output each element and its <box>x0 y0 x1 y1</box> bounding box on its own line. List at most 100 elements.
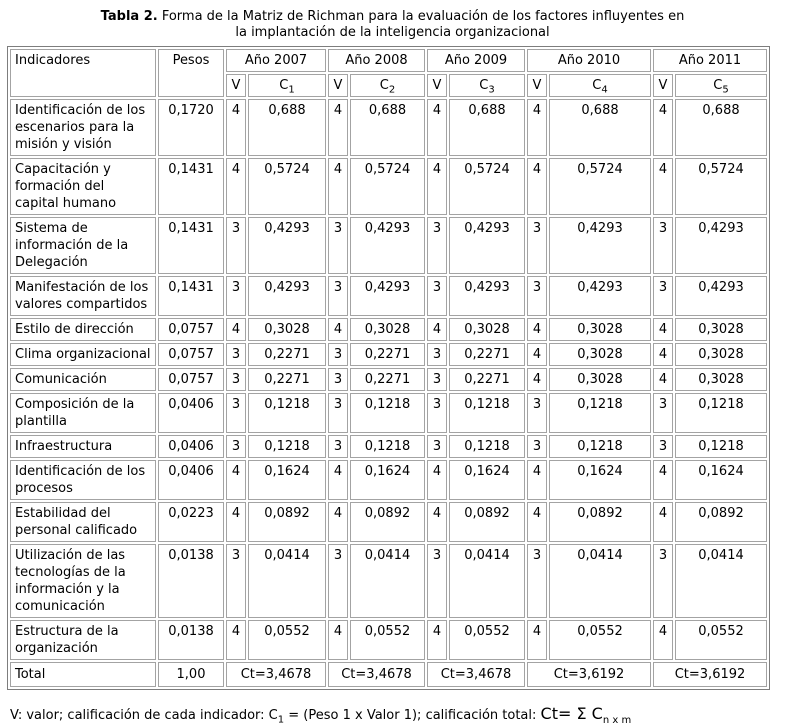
table-row: Estructura de la organización 0,0138 4 0,05… <box>10 620 767 660</box>
v-value-cell: 3 <box>653 435 673 458</box>
v-value-cell: 4 <box>527 318 547 341</box>
v-value-cell: 3 <box>226 435 246 458</box>
c-value-cell: 0,4293 <box>350 217 425 274</box>
table-row: Composición de la plantilla 0,0406 3 0,1218… <box>10 393 767 433</box>
header-year-2011: Año 2011 <box>653 49 767 72</box>
footnote: V: valor; calificación de cada indicador… <box>10 705 785 726</box>
table-row: Sistema de información de la Delegación 0… <box>10 217 767 274</box>
v-value-cell: 4 <box>527 343 547 366</box>
richman-matrix-table: Indicadores Pesos Año 2007 Año 2008 Año … <box>7 46 770 690</box>
v-value-cell: 3 <box>653 544 673 618</box>
formula-subscript: n x m <box>602 715 632 726</box>
c-header-label: C <box>592 78 602 93</box>
peso-cell: 0,0406 <box>158 393 224 433</box>
c-value-cell: 0,4293 <box>549 217 651 274</box>
c-value-cell: 0,3028 <box>675 343 767 366</box>
v-value-cell: 3 <box>653 393 673 433</box>
v-value-cell: 4 <box>653 318 673 341</box>
header-c1: C1 <box>248 74 326 97</box>
total-peso: 1,00 <box>158 662 224 687</box>
v-value-cell: 3 <box>427 368 447 391</box>
peso-cell: 0,0406 <box>158 435 224 458</box>
v-value-cell: 4 <box>226 318 246 341</box>
c-value-cell: 0,1218 <box>675 393 767 433</box>
c-value-cell: 0,688 <box>675 99 767 156</box>
v-value-cell: 4 <box>328 620 348 660</box>
header-year-2010: Año 2010 <box>527 49 651 72</box>
total-2011: Ct=3,6192 <box>653 662 767 687</box>
table-caption-text: Forma de la Matriz de Richman para la ev… <box>157 9 685 40</box>
v-value-cell: 4 <box>653 343 673 366</box>
v-value-cell: 3 <box>427 276 447 316</box>
v-value-cell: 4 <box>653 502 673 542</box>
c-value-cell: 0,2271 <box>248 368 326 391</box>
v-value-cell: 3 <box>527 544 547 618</box>
v-value-cell: 3 <box>527 217 547 274</box>
c-value-cell: 0,4293 <box>248 217 326 274</box>
c-value-cell: 0,1218 <box>248 393 326 433</box>
v-value-cell: 3 <box>226 544 246 618</box>
c-value-cell: 0,3028 <box>350 318 425 341</box>
header-v-2008: V <box>328 74 348 97</box>
c-value-cell: 0,0892 <box>675 502 767 542</box>
v-value-cell: 3 <box>527 393 547 433</box>
v-value-cell: 4 <box>653 99 673 156</box>
c-value-cell: 0,0552 <box>248 620 326 660</box>
c-value-cell: 0,5724 <box>675 158 767 215</box>
c-header-subscript: 5 <box>722 84 729 96</box>
c-value-cell: 0,2271 <box>248 343 326 366</box>
c-value-cell: 0,688 <box>248 99 326 156</box>
header-v-2011: V <box>653 74 673 97</box>
v-value-cell: 3 <box>328 393 348 433</box>
c-value-cell: 0,0414 <box>350 544 425 618</box>
peso-cell: 0,1720 <box>158 99 224 156</box>
v-value-cell: 4 <box>226 502 246 542</box>
table-body: Identificación de los escenarios para la… <box>10 99 767 660</box>
c-value-cell: 0,4293 <box>549 276 651 316</box>
c-value-cell: 0,4293 <box>675 217 767 274</box>
table-caption: Tabla 2. Forma de la Matriz de Richman p… <box>100 9 685 41</box>
c-value-cell: 0,3028 <box>248 318 326 341</box>
c-value-cell: 0,0552 <box>675 620 767 660</box>
c-value-cell: 0,1218 <box>675 435 767 458</box>
table-row: Utilización de las tecnologías de la inf… <box>10 544 767 618</box>
c-value-cell: 0,1218 <box>449 393 525 433</box>
c-value-cell: 0,0552 <box>350 620 425 660</box>
c-header-subscript: 2 <box>388 84 396 96</box>
table-row: Capacitación y formación del capital hum… <box>10 158 767 215</box>
table-row: Identificación de los procesos 0,0406 4 0,1… <box>10 460 767 500</box>
c-value-cell: 0,1218 <box>350 393 425 433</box>
c-value-cell: 0,1624 <box>248 460 326 500</box>
c-value-cell: 0,2271 <box>350 368 425 391</box>
v-value-cell: 3 <box>226 343 246 366</box>
indicator-cell: Identificación de los escenarios para la… <box>10 99 156 156</box>
table-caption-number: Tabla 2. <box>100 9 158 24</box>
header-year-2009: Año 2009 <box>427 49 525 72</box>
c-value-cell: 0,3028 <box>675 368 767 391</box>
v-value-cell: 3 <box>328 276 348 316</box>
peso-cell: 0,0138 <box>158 620 224 660</box>
c-value-cell: 0,3028 <box>549 343 651 366</box>
c-value-cell: 0,5724 <box>549 158 651 215</box>
indicator-cell: Estructura de la organización <box>10 620 156 660</box>
c-value-cell: 0,3028 <box>549 318 651 341</box>
indicator-cell: Comunicación <box>10 368 156 391</box>
table-row: Infraestructura 0,0406 3 0,1218 3 0,1218 3 0,12… <box>10 435 767 458</box>
peso-cell: 0,0757 <box>158 318 224 341</box>
c-value-cell: 0,1624 <box>350 460 425 500</box>
v-value-cell: 3 <box>226 276 246 316</box>
c-value-cell: 0,1624 <box>549 460 651 500</box>
total-row: Total 1,00 Ct=3,4678 Ct=3,4678 Ct=3,4678… <box>10 662 767 687</box>
v-value-cell: 4 <box>328 502 348 542</box>
v-value-cell: 3 <box>328 368 348 391</box>
c-value-cell: 0,2271 <box>350 343 425 366</box>
peso-cell: 0,0223 <box>158 502 224 542</box>
v-value-cell: 4 <box>328 158 348 215</box>
c-value-cell: 0,2271 <box>449 368 525 391</box>
total-2008: Ct=3,4678 <box>328 662 425 687</box>
v-value-cell: 4 <box>427 99 447 156</box>
indicator-cell: Estilo de dirección <box>10 318 156 341</box>
total-2009: Ct=3,4678 <box>427 662 525 687</box>
header-c5: C5 <box>675 74 767 97</box>
v-value-cell: 3 <box>328 544 348 618</box>
